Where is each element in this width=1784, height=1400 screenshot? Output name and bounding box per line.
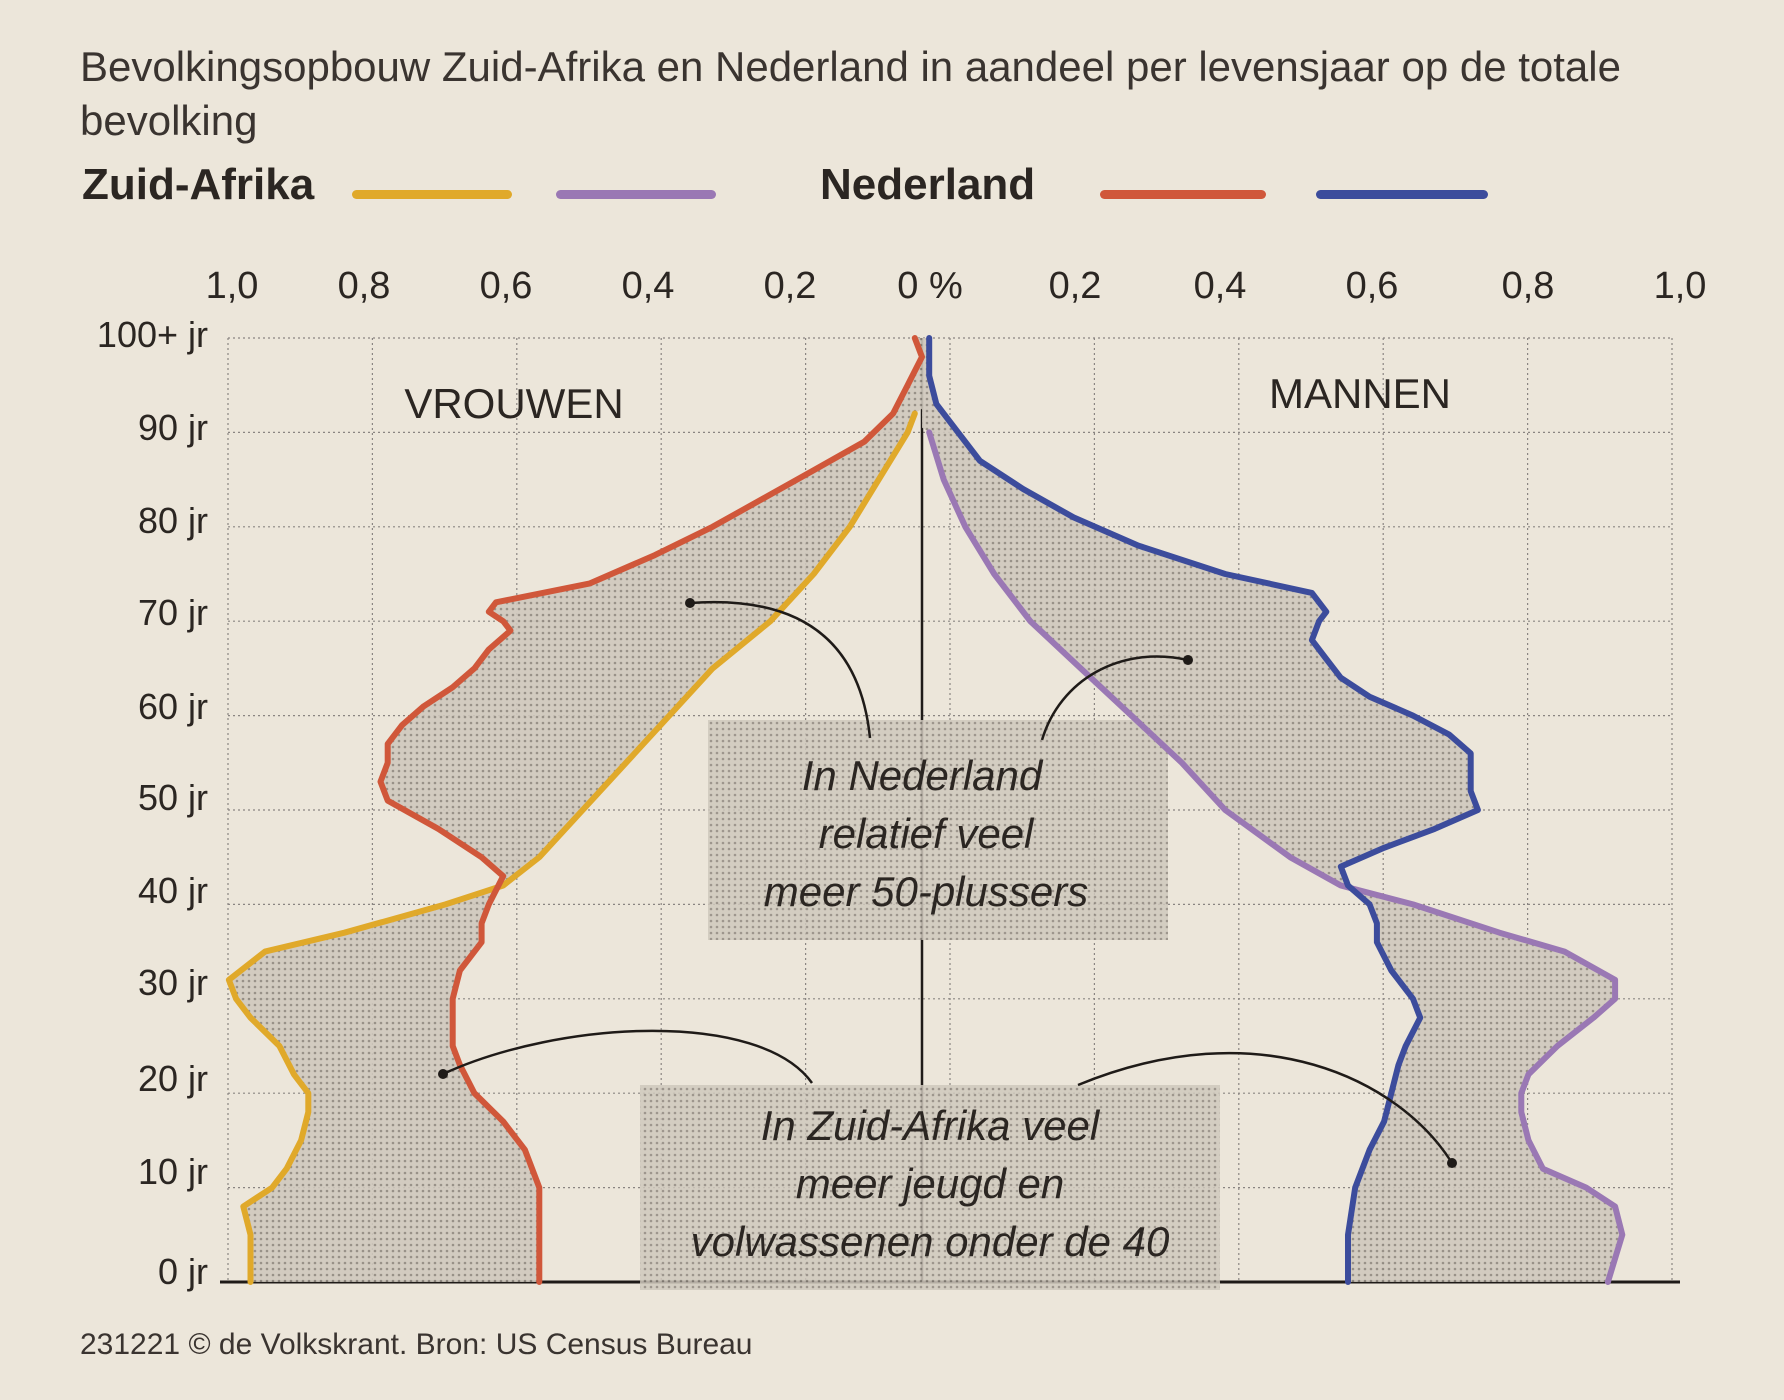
- y-tick-label: 20 jr: [137, 1058, 208, 1099]
- legend-swatch-south-africa-men: [556, 190, 716, 199]
- label-women: VROUWEN: [404, 380, 623, 427]
- source-footer: 231221 © de Volkskrant. Bron: US Census …: [80, 1328, 753, 1361]
- annotation-netherlands-line-2: relatief veel: [819, 810, 1035, 857]
- series-line-south-africa-men: [926, 429, 1626, 1285]
- y-tick-label: 0 jr: [157, 1251, 208, 1292]
- x-tick-label: 1,0: [1653, 265, 1707, 307]
- annotation-box-netherlands: [708, 720, 1168, 940]
- annotation-south-africa-line-3: volwassenen onder de 40: [691, 1218, 1170, 1265]
- annotation-netherlands-line-1: In Nederland: [802, 752, 1044, 799]
- x-tick-label: 0 %: [897, 265, 963, 307]
- x-tick-label: 0,2: [1048, 265, 1102, 307]
- leader-dot: [685, 598, 695, 608]
- y-tick-label: 80 jr: [137, 500, 208, 541]
- leader-line: [442, 1029, 814, 1084]
- leader-line: [1040, 655, 1189, 741]
- x-tick-label: 0,2: [763, 265, 817, 307]
- annotation-boxes: [640, 720, 1220, 1290]
- leader-line: [1077, 1051, 1454, 1164]
- y-tick-label: 50 jr: [137, 777, 208, 818]
- difference-shading: [228, 338, 1623, 1282]
- y-tick-label: 10 jr: [137, 1151, 208, 1192]
- chart-title: Bevolkingsopbouw Zuid-Afrika en Nederlan…: [80, 43, 1621, 144]
- x-tick-label: 0,4: [621, 265, 675, 307]
- x-tick-label: 0,4: [1193, 265, 1247, 307]
- shaded-area-men: [922, 338, 1623, 1282]
- legend-label-south-africa: Zuid-Afrika: [82, 160, 315, 209]
- series-line-netherlands-men: [926, 335, 1481, 1285]
- annotation-south-africa-line-1: In Zuid-Afrika veel: [761, 1102, 1101, 1149]
- leader-dot: [438, 1069, 448, 1079]
- annotation-south-africa-line-2: meer jeugd en: [796, 1160, 1065, 1207]
- leader-line: [689, 600, 872, 739]
- annotation-leaders: [438, 598, 1457, 1168]
- y-tick-label: 40 jr: [137, 870, 208, 911]
- y-tick-label: 100+ jr: [96, 314, 208, 355]
- legend-swatch-south-africa-women: [352, 190, 512, 199]
- x-tick-label: 1,0: [205, 265, 259, 307]
- y-tick-label: 30 jr: [137, 962, 208, 1003]
- label-men: MANNEN: [1269, 370, 1451, 417]
- series-line-netherlands-women: [377, 335, 925, 1285]
- leader-dot: [1447, 1158, 1457, 1168]
- y-tick-label: 60 jr: [137, 686, 208, 727]
- y-tick-label: 70 jr: [137, 592, 208, 633]
- x-tick-label: 0,8: [1501, 265, 1555, 307]
- annotation-box-south-africa: [640, 1085, 1220, 1290]
- x-tick-label: 0,6: [479, 265, 533, 307]
- x-tick-label: 0,8: [337, 265, 391, 307]
- series-line-south-africa-women: [225, 410, 918, 1285]
- legend: Zuid-Afrika Nederland: [0, 160, 1784, 220]
- legend-label-netherlands: Nederland: [820, 160, 1036, 209]
- x-tick-label: 0,6: [1345, 265, 1399, 307]
- series-lines: [225, 335, 1626, 1285]
- legend-swatch-netherlands-men: [1316, 190, 1488, 199]
- annotation-netherlands-line-3: meer 50-plussers: [764, 868, 1088, 915]
- legend-swatch-netherlands-women: [1100, 190, 1266, 199]
- leader-dot: [1183, 655, 1193, 665]
- shaded-area-women: [228, 338, 922, 1282]
- y-tick-label: 90 jr: [137, 407, 208, 448]
